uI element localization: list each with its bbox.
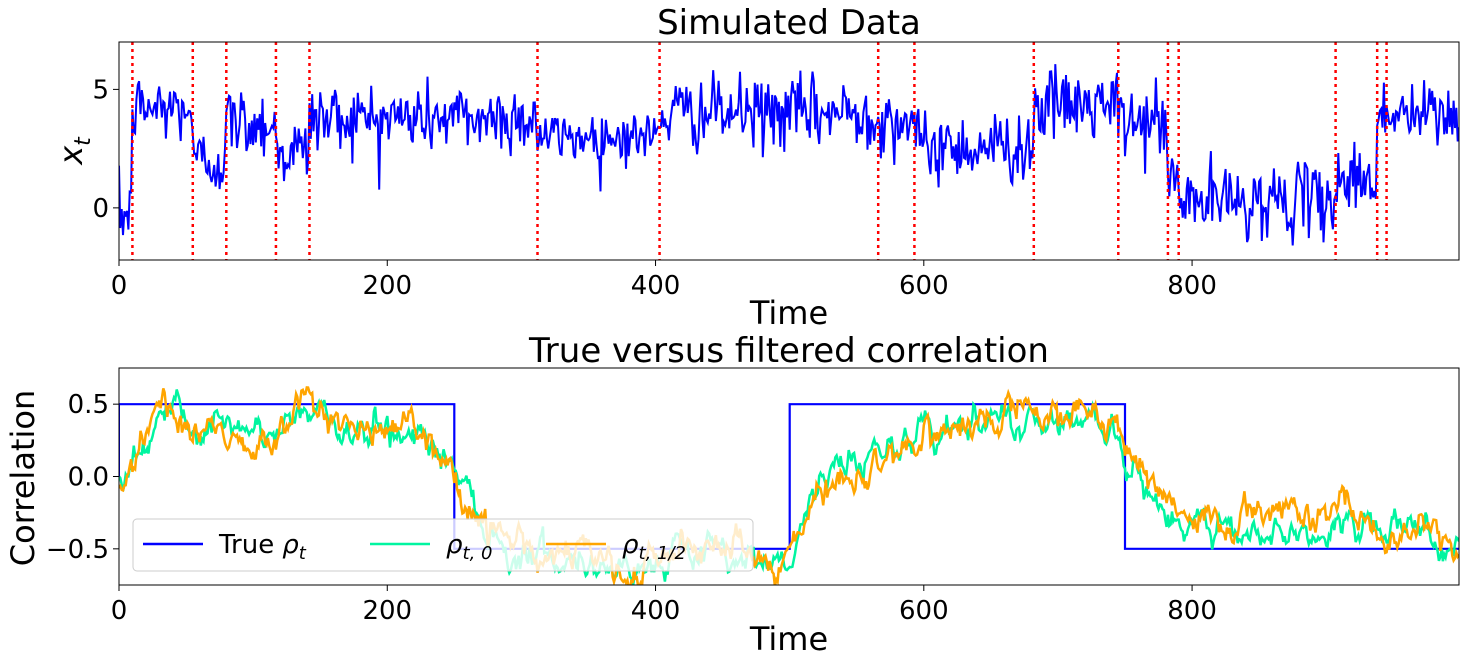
bottom-ytick-label: 0.5 — [68, 390, 109, 420]
bottom-xtick-label: 200 — [362, 596, 412, 626]
top-ytick-label: 0 — [92, 194, 109, 224]
top-x-label: Time — [749, 294, 828, 332]
legend-rhohalf-rho: ρ — [622, 530, 639, 560]
top-plot-content — [119, 42, 1459, 260]
bottom-xtick-label: 800 — [1167, 596, 1217, 626]
top-y-label-var: x — [52, 145, 90, 166]
legend-rhohalf-sub: t, 1/2 — [639, 543, 686, 564]
bottom-y-label: Correlation — [4, 390, 42, 566]
top-xtick-label: 800 — [1167, 271, 1217, 301]
series-line-rho-thalf — [119, 386, 1459, 585]
top-y-label: xt — [52, 136, 96, 166]
bottom-ytick-label: −0.5 — [46, 535, 109, 565]
legend-label-rhohalf: ρt, 1/2 — [622, 530, 686, 564]
top-ytick-label: 5 — [92, 75, 109, 105]
top-panel: Simulated Data 0 200 400 600 800 05 Time xt — [52, 3, 1460, 332]
bottom-y-ticks: 0.5 0.0 −0.5 — [46, 390, 119, 565]
legend-true-sub: t — [299, 543, 307, 564]
legend-true-rho: ρ — [282, 530, 299, 560]
bottom-x-label: Time — [749, 620, 828, 658]
bottom-panel: True versus filtered correlation 0 200 400… — [4, 331, 1460, 658]
legend: True ρt ρt, 0 ρt, 1/2 — [132, 518, 754, 572]
top-x-ticks: 0 200 400 600 800 — [111, 260, 1217, 301]
bottom-plot-content — [119, 386, 1459, 585]
top-xtick-label: 0 — [111, 271, 128, 301]
legend-rho0-sub: t, 0 — [463, 543, 493, 564]
legend-box — [132, 518, 754, 572]
top-title: Simulated Data — [657, 3, 921, 43]
bottom-xtick-label: 600 — [899, 596, 949, 626]
bottom-xtick-label: 400 — [631, 596, 681, 626]
series-line-x-t — [119, 64, 1459, 246]
top-xtick-label: 600 — [899, 271, 949, 301]
top-xtick-label: 200 — [362, 271, 412, 301]
bottom-title: True versus filtered correlation — [528, 331, 1049, 371]
top-xtick-label: 400 — [631, 271, 681, 301]
bottom-xtick-label: 0 — [111, 596, 128, 626]
series-line-true-rho — [119, 403, 1459, 550]
bottom-ytick-label: 0.0 — [68, 463, 109, 493]
top-y-ticks: 05 — [92, 75, 119, 224]
bottom-x-ticks: 0 200 400 600 800 — [111, 585, 1217, 626]
top-y-label-sub: t — [71, 136, 96, 146]
legend-label-true: True ρt — [218, 530, 307, 564]
series-line-rho-t0 — [119, 389, 1459, 585]
legend-rho0-rho: ρ — [446, 530, 463, 560]
legend-label-rho0: ρt, 0 — [446, 530, 492, 564]
legend-true-prefix: True — [218, 530, 274, 560]
top-axes-frame — [118, 41, 1460, 261]
